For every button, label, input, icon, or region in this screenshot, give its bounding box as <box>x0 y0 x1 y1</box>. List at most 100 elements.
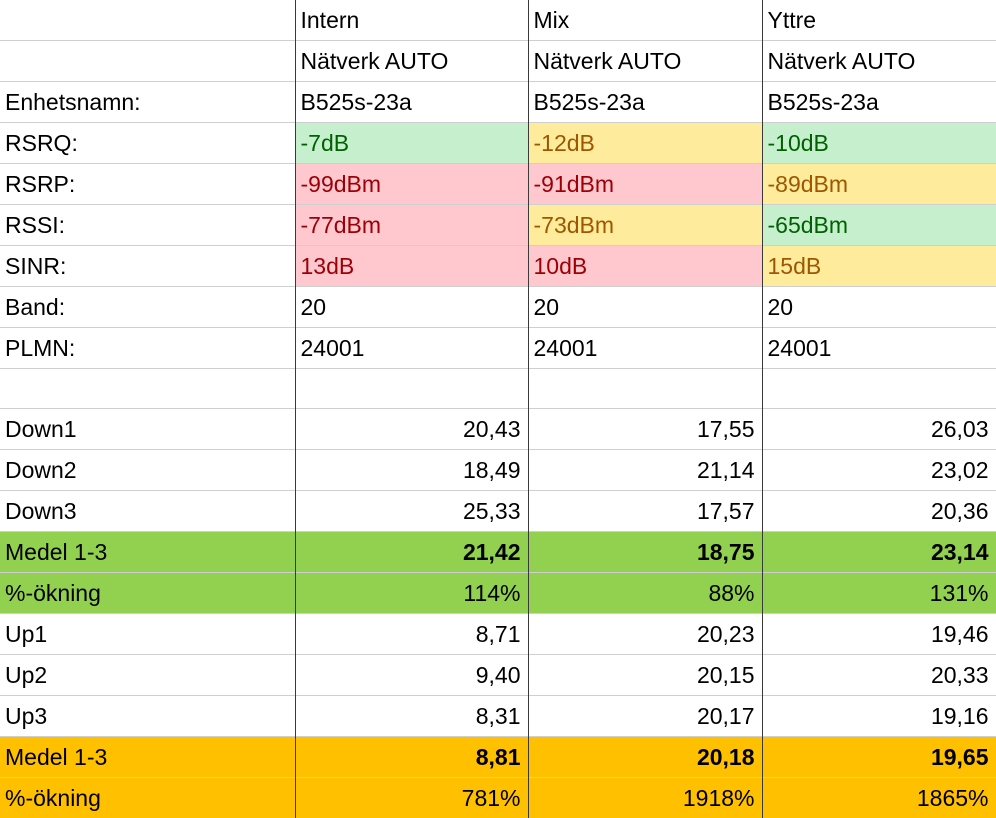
column-header[interactable]: Mix <box>528 0 762 41</box>
data-cell[interactable]: 23,14 <box>762 532 996 573</box>
row-label[interactable]: Medel 1-3 <box>0 737 295 778</box>
empty-cell[interactable] <box>0 369 295 409</box>
row-label[interactable]: Medel 1-3 <box>0 532 295 573</box>
empty-cell[interactable] <box>0 0 295 41</box>
down3-row: Down3 25,33 17,57 20,36 <box>0 491 996 532</box>
up2-row: Up2 9,40 20,15 20,33 <box>0 655 996 696</box>
data-cell[interactable]: -77dBm <box>295 205 528 246</box>
empty-cell[interactable] <box>762 369 996 409</box>
data-cell[interactable]: -99dBm <box>295 164 528 205</box>
network-cell[interactable]: Nätverk AUTO <box>762 41 996 82</box>
column-header[interactable]: Yttre <box>762 0 996 41</box>
data-cell[interactable]: B525s-23a <box>528 82 762 123</box>
row-label[interactable]: Down2 <box>0 450 295 491</box>
network-cell[interactable]: Nätverk AUTO <box>295 41 528 82</box>
data-cell[interactable]: 24001 <box>762 328 996 369</box>
row-label[interactable]: SINR: <box>0 246 295 287</box>
data-cell[interactable]: 20,18 <box>528 737 762 778</box>
network-row: Nätverk AUTO Nätverk AUTO Nätverk AUTO <box>0 41 996 82</box>
upload-increase-row: %-ökning 781% 1918% 1865% <box>0 778 996 818</box>
data-cell[interactable]: 9,40 <box>295 655 528 696</box>
data-cell[interactable]: 20 <box>528 287 762 328</box>
empty-cell[interactable] <box>295 369 528 409</box>
device-name-row: Enhetsnamn: B525s-23a B525s-23a B525s-23… <box>0 82 996 123</box>
row-label[interactable]: RSSI: <box>0 205 295 246</box>
empty-cell[interactable] <box>0 41 295 82</box>
data-cell[interactable]: 1865% <box>762 778 996 818</box>
data-cell[interactable]: 8,81 <box>295 737 528 778</box>
data-cell[interactable]: B525s-23a <box>762 82 996 123</box>
row-label[interactable]: %-ökning <box>0 573 295 614</box>
spacer-row <box>0 369 996 409</box>
data-cell[interactable]: 18,75 <box>528 532 762 573</box>
data-cell[interactable]: 114% <box>295 573 528 614</box>
up1-row: Up1 8,71 20,23 19,46 <box>0 614 996 655</box>
data-cell[interactable]: 21,14 <box>528 450 762 491</box>
data-cell[interactable]: B525s-23a <box>295 82 528 123</box>
data-cell[interactable]: 24001 <box>295 328 528 369</box>
data-cell[interactable]: 20,15 <box>528 655 762 696</box>
data-cell[interactable]: 20,17 <box>528 696 762 737</box>
empty-cell[interactable] <box>528 369 762 409</box>
data-cell[interactable]: -12dB <box>528 123 762 164</box>
rsrp-row: RSRP: -99dBm -91dBm -89dBm <box>0 164 996 205</box>
download-increase-row: %-ökning 114% 88% 131% <box>0 573 996 614</box>
data-cell[interactable]: 20,43 <box>295 409 528 450</box>
data-cell[interactable]: 17,57 <box>528 491 762 532</box>
data-cell[interactable]: 781% <box>295 778 528 818</box>
data-cell[interactable]: 19,16 <box>762 696 996 737</box>
sinr-row: SINR: 13dB 10dB 15dB <box>0 246 996 287</box>
upload-mean-row: Medel 1-3 8,81 20,18 19,65 <box>0 737 996 778</box>
data-cell[interactable]: -7dB <box>295 123 528 164</box>
row-label[interactable]: RSRQ: <box>0 123 295 164</box>
data-cell[interactable]: 20 <box>762 287 996 328</box>
data-cell[interactable]: -91dBm <box>528 164 762 205</box>
rsrq-row: RSRQ: -7dB -12dB -10dB <box>0 123 996 164</box>
row-label[interactable]: Band: <box>0 287 295 328</box>
row-label[interactable]: Enhetsnamn: <box>0 82 295 123</box>
data-cell[interactable]: 20,33 <box>762 655 996 696</box>
data-cell[interactable]: 13dB <box>295 246 528 287</box>
row-label[interactable]: PLMN: <box>0 328 295 369</box>
row-label[interactable]: Down3 <box>0 491 295 532</box>
data-cell[interactable]: 8,31 <box>295 696 528 737</box>
data-cell[interactable]: 21,42 <box>295 532 528 573</box>
row-label[interactable]: Up1 <box>0 614 295 655</box>
data-cell[interactable]: 17,55 <box>528 409 762 450</box>
data-cell[interactable]: 24001 <box>528 328 762 369</box>
data-cell[interactable]: -65dBm <box>762 205 996 246</box>
row-label[interactable]: Up2 <box>0 655 295 696</box>
network-cell[interactable]: Nätverk AUTO <box>528 41 762 82</box>
up3-row: Up3 8,31 20,17 19,16 <box>0 696 996 737</box>
data-cell[interactable]: -73dBm <box>528 205 762 246</box>
row-label[interactable]: RSRP: <box>0 164 295 205</box>
data-cell[interactable]: 26,03 <box>762 409 996 450</box>
row-label[interactable]: %-ökning <box>0 778 295 818</box>
data-cell[interactable]: -10dB <box>762 123 996 164</box>
data-cell[interactable]: 19,46 <box>762 614 996 655</box>
data-cell[interactable]: 19,65 <box>762 737 996 778</box>
data-cell[interactable]: 8,71 <box>295 614 528 655</box>
data-cell[interactable]: 131% <box>762 573 996 614</box>
column-header[interactable]: Intern <box>295 0 528 41</box>
row-label[interactable]: Down1 <box>0 409 295 450</box>
down2-row: Down2 18,49 21,14 23,02 <box>0 450 996 491</box>
data-cell[interactable]: 25,33 <box>295 491 528 532</box>
data-cell[interactable]: 15dB <box>762 246 996 287</box>
plmn-row: PLMN: 24001 24001 24001 <box>0 328 996 369</box>
download-mean-row: Medel 1-3 21,42 18,75 23,14 <box>0 532 996 573</box>
header-row: Intern Mix Yttre <box>0 0 996 41</box>
data-cell[interactable]: 20,36 <box>762 491 996 532</box>
data-cell[interactable]: 18,49 <box>295 450 528 491</box>
data-cell[interactable]: -89dBm <box>762 164 996 205</box>
data-cell[interactable]: 88% <box>528 573 762 614</box>
rssi-row: RSSI: -77dBm -73dBm -65dBm <box>0 205 996 246</box>
down1-row: Down1 20,43 17,55 26,03 <box>0 409 996 450</box>
data-cell[interactable]: 20,23 <box>528 614 762 655</box>
data-cell[interactable]: 1918% <box>528 778 762 818</box>
row-label[interactable]: Up3 <box>0 696 295 737</box>
data-cell[interactable]: 20 <box>295 287 528 328</box>
data-cell[interactable]: 23,02 <box>762 450 996 491</box>
data-cell[interactable]: 10dB <box>528 246 762 287</box>
